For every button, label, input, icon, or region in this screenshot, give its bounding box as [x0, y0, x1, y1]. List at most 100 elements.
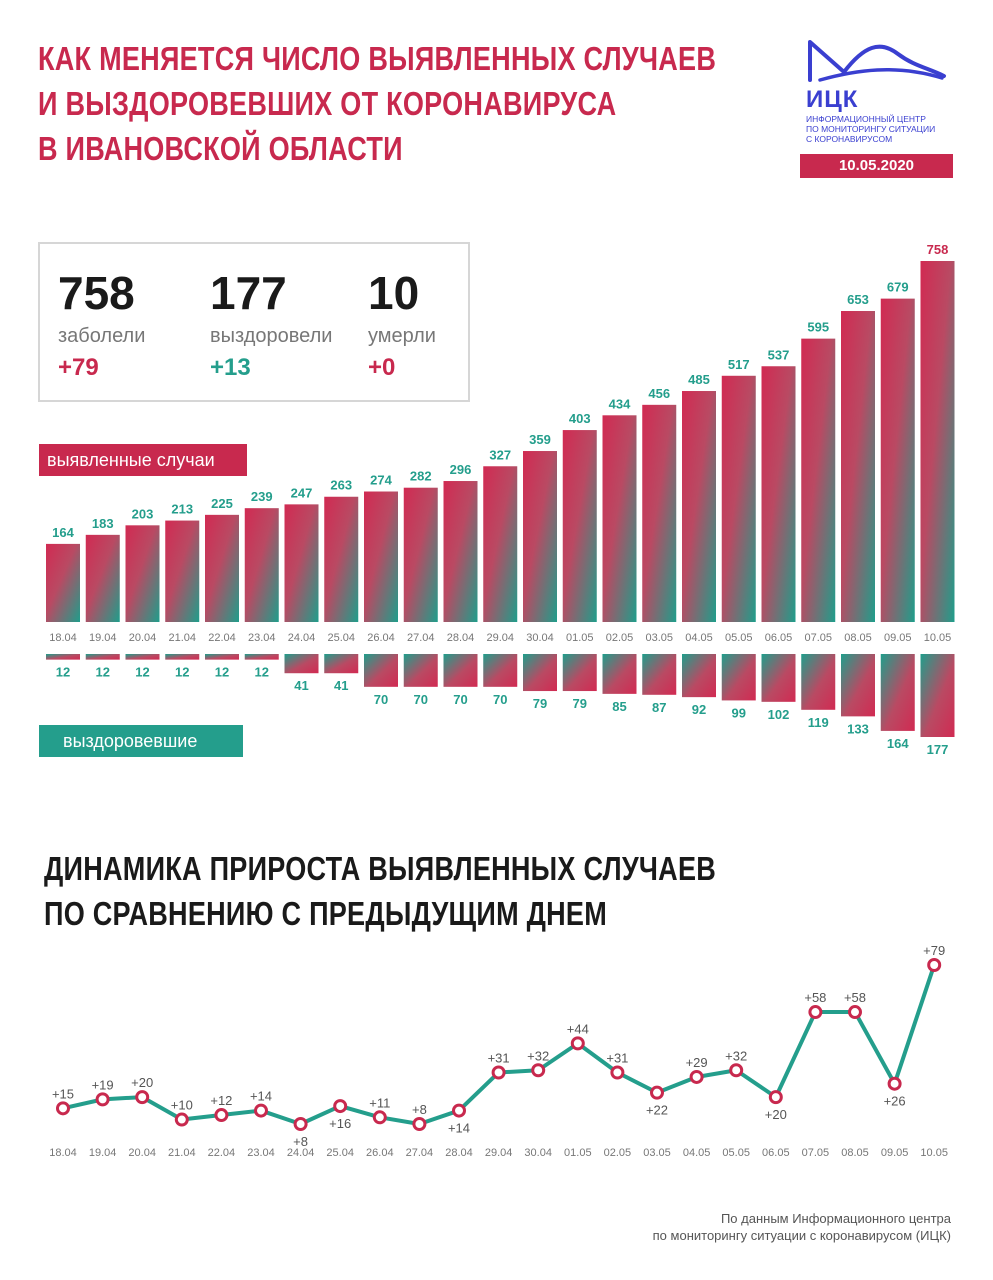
cases-bar: [364, 491, 398, 622]
date-tick-label: 26.04: [367, 632, 395, 644]
growth-point: [491, 1065, 506, 1080]
growth-point-label: +16: [329, 1116, 351, 1131]
logo-caption-line: С КОРОНАВИРУСОМ: [806, 134, 893, 144]
recovered-bar: [284, 654, 319, 674]
date-tick-label: 05.05: [722, 1147, 750, 1159]
recovered-bar-label: 79: [573, 696, 587, 711]
cases-bar-label: 653: [847, 292, 869, 307]
cases-bar-label: 183: [92, 516, 114, 531]
cases-bar-label: 282: [410, 469, 432, 484]
date-tick-label: 05.05: [725, 632, 753, 644]
cases-bar: [165, 520, 200, 622]
recovered-bar-label: 12: [56, 665, 70, 680]
recovered-bar: [562, 654, 597, 692]
date-tick-label: 06.05: [765, 632, 793, 644]
growth-point: [650, 1085, 664, 1100]
date-tick-label: 19.04: [89, 632, 117, 644]
recovered-bar: [443, 654, 478, 687]
cases-bar-label: 595: [807, 320, 829, 335]
cases-bar-label: 247: [291, 485, 313, 500]
growth-point: [610, 1065, 625, 1080]
date-tick-label: 07.05: [802, 1147, 830, 1159]
cases-bar: [682, 391, 716, 622]
growth-point-label: +19: [92, 1077, 114, 1092]
growth-point-label: +58: [804, 990, 826, 1005]
date-tick-label: 03.05: [645, 632, 673, 644]
recovered-bar-label: 12: [215, 665, 229, 680]
date-tick-label: 24.04: [287, 1147, 315, 1159]
date-tick-label: 19.04: [89, 1147, 117, 1159]
cases-bar-label: 296: [450, 462, 472, 477]
growth-point-label: +20: [131, 1075, 153, 1090]
logo-wave-icon: [808, 40, 946, 82]
recovered-bar-label: 41: [294, 678, 308, 693]
date-tick-label: 07.05: [804, 632, 832, 644]
growth-point-label: +32: [527, 1048, 549, 1063]
cases-bar: [244, 508, 279, 622]
date-tick-label: 30.04: [524, 1147, 552, 1159]
cases-bar: [403, 487, 438, 622]
cases-bar: [205, 514, 239, 622]
date-tick-label: 09.05: [884, 632, 912, 644]
stat-label: умерли: [368, 325, 436, 347]
cases-bar: [46, 543, 80, 622]
date-tick-label: 02.05: [604, 1147, 632, 1159]
logo-caption-line: ИНФОРМАЦИОННЫЙ ЦЕНТР: [806, 114, 926, 124]
growth-point-label: +31: [488, 1050, 510, 1065]
growth-point-label: +14: [448, 1121, 470, 1136]
cases-bar: [721, 375, 756, 622]
growth-point: [254, 1103, 268, 1118]
recovered-bar-label: 92: [692, 702, 706, 717]
recovered-bar-label: 41: [334, 678, 348, 693]
growth-point: [531, 1063, 546, 1078]
stat-delta: +13: [210, 354, 251, 381]
cases-bar: [324, 496, 359, 622]
date-tick-label: 26.04: [366, 1147, 394, 1159]
recovered-bar: [244, 654, 279, 660]
recovered-bar-label: 70: [374, 692, 388, 707]
cases-bar-label: 225: [211, 496, 233, 511]
recovered-bar-label: 12: [135, 665, 149, 680]
date-tick-label: 10.05: [920, 1147, 948, 1159]
growth-point: [689, 1069, 704, 1084]
growth-point: [214, 1108, 229, 1123]
recovered-bar-label: 79: [533, 696, 547, 711]
cases-bar: [443, 481, 478, 622]
growth-point: [729, 1063, 744, 1078]
stat-deaths: 10 умерли +0: [368, 268, 436, 382]
footnote-line: По данным Информационного центра: [720, 1211, 951, 1226]
growth-point: [808, 1005, 823, 1020]
growth-point-label: +12: [210, 1093, 232, 1108]
growth-point-label: +15: [52, 1086, 74, 1101]
recovered-bar-label: 70: [414, 692, 428, 707]
cases-bar-label: 164: [52, 525, 74, 540]
recovered-bar: [642, 654, 677, 695]
growth-point-label: +79: [923, 943, 945, 958]
growth-point: [333, 1099, 348, 1114]
cases-bar: [523, 451, 557, 622]
recovered-bar-label: 12: [255, 665, 269, 680]
date-badge: 10.05.2020: [800, 154, 953, 178]
growth-point: [372, 1110, 387, 1125]
date-tick-label: 21.04: [168, 632, 196, 644]
date-tick-label: 27.04: [407, 632, 435, 644]
date-tick-label: 04.05: [685, 632, 713, 644]
growth-point-label: +8: [293, 1134, 308, 1149]
date-tick-label: 20.04: [129, 632, 157, 644]
cases-bar: [841, 311, 875, 622]
date-tick-label: 21.04: [168, 1147, 196, 1159]
title-line: И ВЫЗДОРОВЕВШИХ ОТ КОРОНАВИРУСА: [38, 85, 617, 122]
cases-bar-label: 274: [370, 473, 392, 488]
recovered-bar: [801, 654, 836, 710]
date-tick-label: 01.05: [566, 632, 594, 644]
stat-delta: +79: [58, 354, 99, 381]
recovered-bar: [920, 654, 955, 737]
growth-point-label: +20: [765, 1107, 787, 1122]
date-tick-label: 24.04: [288, 632, 316, 644]
stat-recovered: 177 выздоровели +13: [210, 268, 332, 382]
recovered-bar: [125, 654, 160, 660]
cases-bar: [562, 430, 597, 622]
date-tick-label: 28.04: [447, 632, 475, 644]
growth-point-label: +14: [250, 1089, 272, 1104]
